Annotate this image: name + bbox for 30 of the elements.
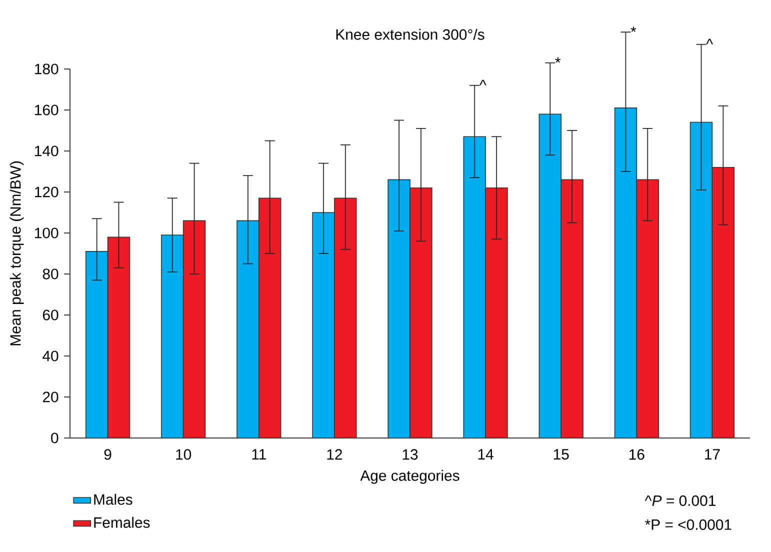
x-tick-label: 14	[478, 449, 494, 460]
legend-label: Males	[94, 494, 132, 505]
x-tick-label: 17	[705, 449, 720, 460]
legend-label: Females	[94, 516, 150, 528]
y-tick-label: 60	[42, 310, 58, 320]
x-tick-label: 10	[176, 449, 192, 460]
x-tick-label: 15	[554, 449, 569, 460]
y-tick-label: 140	[35, 146, 58, 156]
annotation: ^	[480, 80, 486, 86]
y-tick-label: 0	[51, 432, 58, 444]
text: *	[630, 26, 636, 32]
x-tick-label: 16	[629, 449, 644, 460]
x-tick-label: 11	[252, 449, 266, 460]
x-tick-label: 13	[402, 449, 418, 460]
y-tick-label: 180	[35, 64, 58, 74]
y-tick-label: 120	[35, 186, 58, 198]
x-tick-label: 12	[327, 449, 342, 460]
x-tick-label: 9	[104, 449, 112, 460]
y-tick-label: 20	[42, 392, 58, 402]
text: *P = <0.0001	[645, 519, 732, 530]
text: ^P = 0.001	[644, 495, 716, 506]
text: ^	[706, 38, 714, 44]
y-tick-label: 80	[42, 268, 58, 280]
x-axis-title: Age categories	[360, 470, 460, 484]
text: *	[555, 57, 561, 63]
y-tick-label: 160	[35, 104, 58, 116]
y-tick-label: 40	[42, 350, 58, 362]
chart-title: Knee extension 300°/s	[336, 28, 484, 40]
y-tick-label: 100	[35, 228, 58, 238]
y-axis-title: Mean peak torque (Nm/BW)	[10, 161, 24, 346]
